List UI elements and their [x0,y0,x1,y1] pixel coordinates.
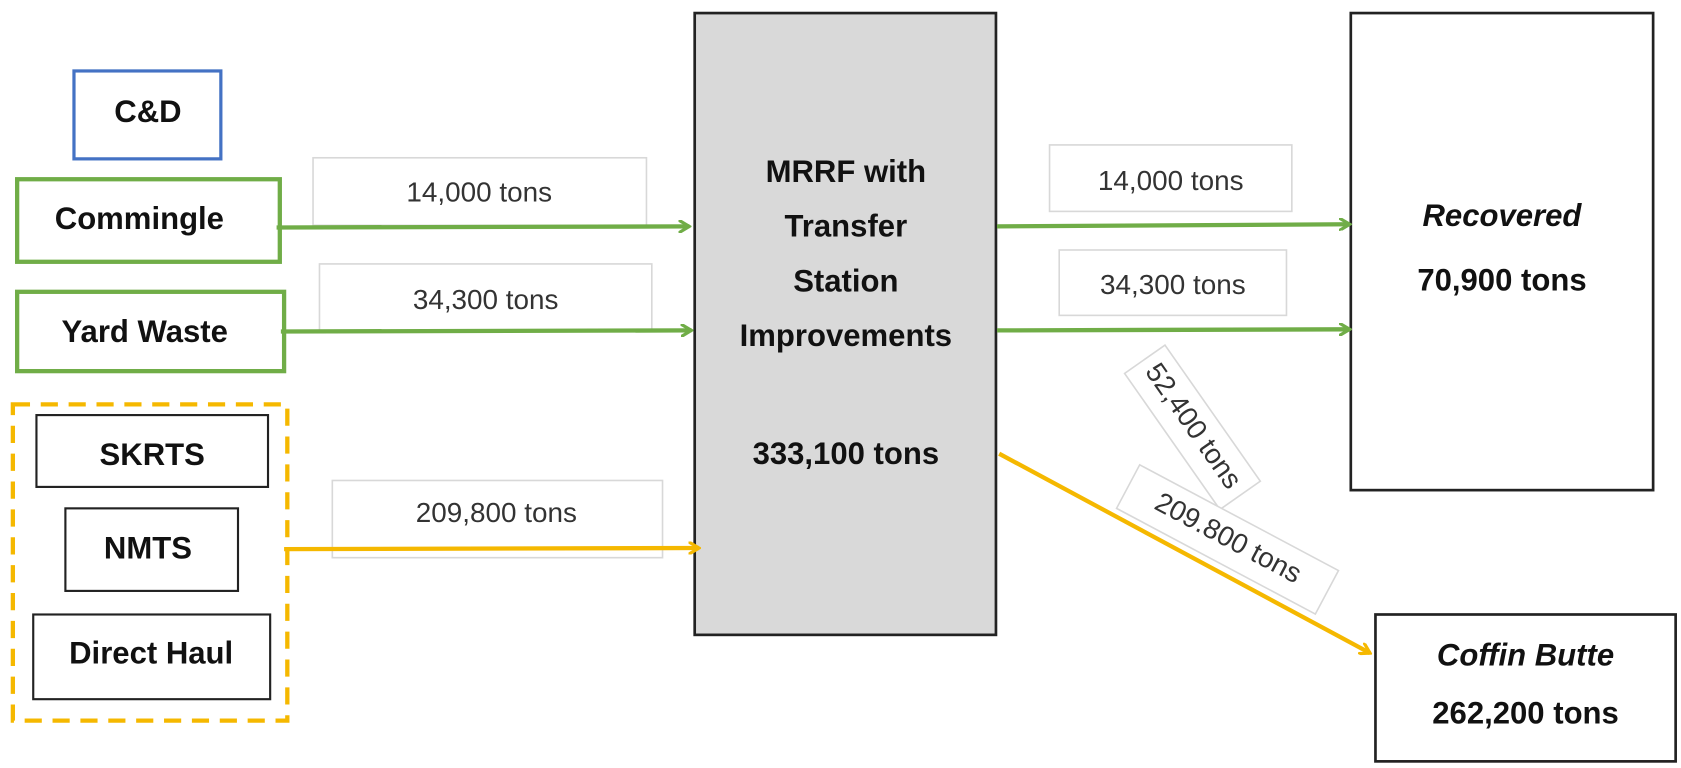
coffin-butte-total: 262,200 tons [1432,695,1619,730]
arrows [276,224,1371,653]
commingle-label: Commingle [55,201,224,236]
recovered-box [1349,11,1655,492]
mrrf-title: MRRF with [766,154,927,189]
skrts-label: SKRTS [100,437,205,472]
skrts-box [35,414,270,488]
transfer-group [10,402,290,723]
flow-label: 209,800 tons [416,497,577,528]
nmts-box [64,507,240,592]
mrrf-title: Station [793,263,898,298]
coffin-butte-box [1374,613,1677,763]
recovered-label: Recovered [1422,198,1582,233]
flow-label: 14,000 tons [406,177,552,208]
coffin-butte-label: Coffin Butte [1437,638,1614,673]
mrrf-title: Improvements [740,318,952,353]
recovered-total: 70,900 tons [1417,262,1586,297]
cd-label: C&D [114,94,181,129]
direct-haul-box [32,613,272,701]
yard-waste-box [15,289,287,374]
cd-box [72,69,223,161]
mrrf-title: Transfer [785,209,908,244]
flow-label: 14,000 tons [1098,165,1244,196]
commingle-box [15,177,282,264]
mrrf-box [693,11,998,637]
mrrf-total: 333,100 tons [753,436,940,471]
flow-label: 34,300 tons [1100,269,1246,300]
nmts-label: NMTS [104,530,192,565]
direct-haul-label: Direct Haul [69,635,233,670]
yard-waste-label: Yard Waste [62,314,228,349]
flow-label-boxes [312,144,1340,616]
flow-label: 34,300 tons [413,284,559,315]
